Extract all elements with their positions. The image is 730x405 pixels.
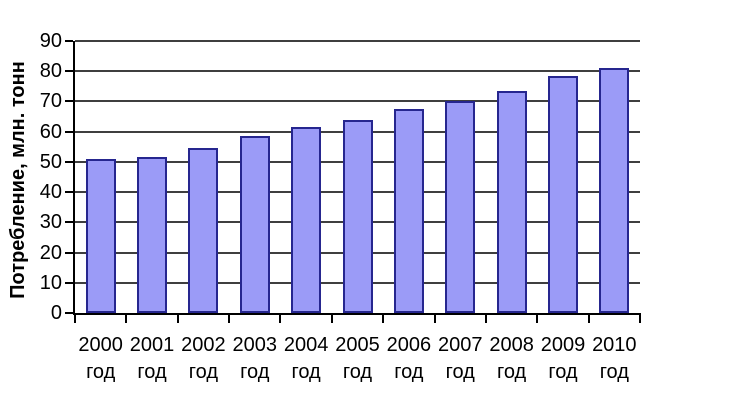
x-category-label-2001: 2001 год <box>126 332 178 386</box>
y-tick-60 <box>65 130 73 133</box>
gridline-90 <box>75 40 640 42</box>
x-label-suffix: год <box>342 361 373 383</box>
x-tick-10 <box>587 315 590 323</box>
x-label-suffix: год <box>394 361 424 383</box>
bar-2010 <box>599 68 630 313</box>
x-label-suffix: год <box>496 361 527 383</box>
x-category-label-2000: 2000 год <box>75 332 127 386</box>
bar-2003 <box>239 136 270 313</box>
y-tick-label-70: 70 <box>39 90 62 113</box>
x-tick-4 <box>279 315 282 323</box>
x-category-label-2005: 2005 год <box>332 332 384 386</box>
x-tick-5 <box>330 315 333 323</box>
x-label-suffix: год <box>240 361 270 383</box>
x-label-year: 2008 <box>489 334 534 356</box>
y-tick-50 <box>65 160 73 163</box>
bar-2008 <box>496 91 527 313</box>
y-tick-label-30: 30 <box>39 211 62 234</box>
x-label-suffix: год <box>599 361 629 383</box>
y-tick-label-90: 90 <box>39 30 62 52</box>
bar-2002 <box>188 148 219 313</box>
y-tick-90 <box>65 40 73 42</box>
x-label-suffix: год <box>86 361 116 383</box>
x-category-label-2003: 2003 год <box>229 332 281 386</box>
x-category-label-2006: 2006 год <box>383 332 435 386</box>
x-tick-9 <box>536 315 539 323</box>
y-axis-line <box>73 41 75 315</box>
x-tick-1 <box>125 315 128 323</box>
x-label-year: 2005 <box>335 334 380 356</box>
y-tick-30 <box>65 221 73 224</box>
y-tick-10 <box>65 281 73 284</box>
x-label-suffix: год <box>188 361 219 383</box>
y-tick-40 <box>65 191 73 194</box>
x-category-label-2008: 2008 год <box>486 332 538 386</box>
x-tick-6 <box>382 315 385 323</box>
x-category-label-2010: 2010 год <box>588 332 640 386</box>
x-tick-8 <box>484 315 487 323</box>
x-label-year: 2010 <box>592 334 637 356</box>
y-tick-label-80: 80 <box>39 60 62 83</box>
x-label-suffix: год <box>291 361 321 383</box>
gridline-80 <box>75 70 640 73</box>
bar-2006 <box>393 109 424 313</box>
plot-area <box>75 40 640 313</box>
y-tick-20 <box>65 251 73 254</box>
bar-2004 <box>291 127 322 313</box>
x-tick-0 <box>74 315 76 323</box>
bar-2009 <box>547 76 578 313</box>
x-label-year: 2007 <box>437 334 483 356</box>
bar-2000 <box>85 159 116 313</box>
y-tick-0 <box>65 312 73 314</box>
x-tick-11 <box>639 315 641 323</box>
bar-2007 <box>445 101 476 313</box>
y-tick-label-40: 40 <box>39 181 62 204</box>
y-tick-label-60: 60 <box>39 120 62 143</box>
x-category-label-2002: 2002 год <box>177 332 229 386</box>
gridline-70 <box>75 100 640 103</box>
x-label-suffix: год <box>137 361 167 383</box>
x-label-suffix: год <box>445 361 475 383</box>
x-label-year: 2003 <box>232 334 278 356</box>
y-tick-label-0: 0 <box>50 302 62 324</box>
x-label-year: 2002 <box>181 334 226 356</box>
x-category-label-2004: 2004 год <box>280 332 332 386</box>
x-label-year: 2006 <box>386 334 432 356</box>
y-tick-80 <box>65 70 73 73</box>
x-label-suffix: год <box>548 361 578 383</box>
x-label-year: 2009 <box>540 334 586 356</box>
x-label-year: 2000 <box>78 334 123 356</box>
y-tick-70 <box>65 100 73 103</box>
x-tick-7 <box>433 315 436 323</box>
y-tick-label-50: 50 <box>39 150 62 173</box>
bar-2005 <box>342 120 373 313</box>
x-label-year: 2004 <box>283 334 329 356</box>
y-tick-label-10: 10 <box>39 271 62 294</box>
bar-2001 <box>137 157 168 313</box>
x-category-label-2009: 2009 год <box>537 332 589 386</box>
x-tick-2 <box>176 315 179 323</box>
x-category-label-2007: 2007 год <box>434 332 486 386</box>
x-axis-line <box>74 313 641 315</box>
x-tick-3 <box>228 315 231 323</box>
y-tick-label-20: 20 <box>39 241 62 264</box>
x-label-year: 2001 <box>129 334 175 356</box>
